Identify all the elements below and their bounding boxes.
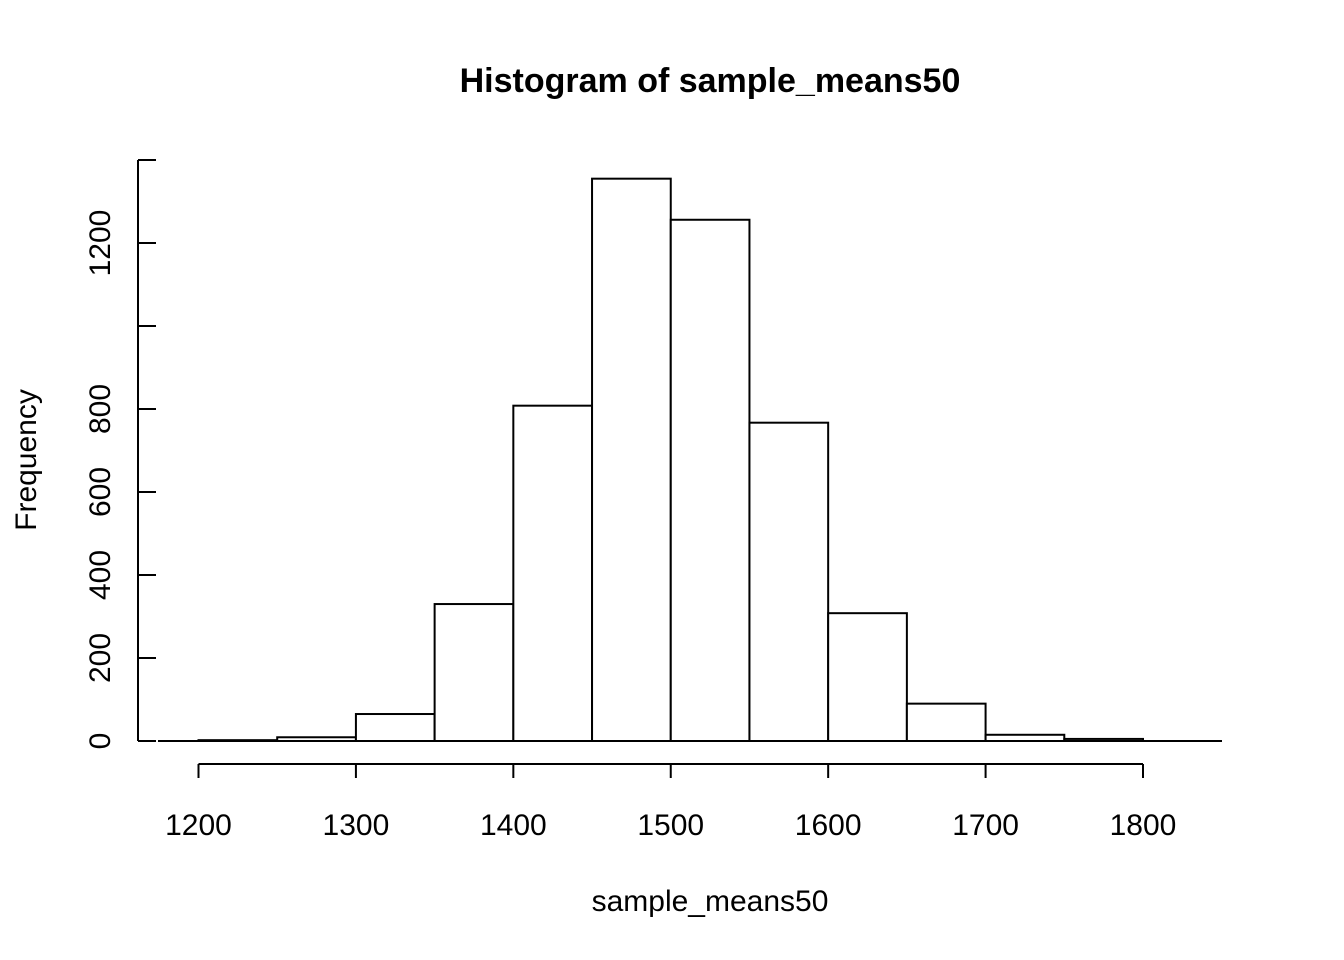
y-axis: 0 200 400 600 800 1200 [84,159,156,750]
y-tick-label: 1200 [84,210,117,277]
x-axis-label: sample_means50 [592,885,829,918]
histogram-bar [354,713,436,743]
y-tick-label: 600 [84,467,117,517]
x-tick-label: 1400 [480,809,547,842]
chart-title: Histogram of sample_means50 [460,62,961,100]
y-tick-label: 400 [84,550,117,600]
x-tick-label: 1500 [637,809,704,842]
y-axis-label: Frequency [10,389,43,531]
x-tick-label: 1800 [1110,809,1177,842]
histogram-bars [158,177,1222,743]
x-tick-label: 1600 [795,809,862,842]
y-tick-label: 200 [84,633,117,683]
histogram-bar [669,218,751,742]
x-tick-label: 1300 [323,809,390,842]
histogram-bar [905,702,987,743]
x-axis: 1200 1300 1400 1500 1600 1700 1800 [165,763,1177,842]
y-tick-label: 0 [84,733,117,750]
x-tick-label: 1700 [952,809,1019,842]
histogram-bar [512,404,594,742]
x-tick-label: 1200 [165,809,232,842]
histogram-bar [748,421,830,742]
histogram-bar [827,612,908,742]
histogram-bar [433,603,515,742]
y-tick-label: 800 [84,384,117,434]
histogram-bar [591,177,672,743]
